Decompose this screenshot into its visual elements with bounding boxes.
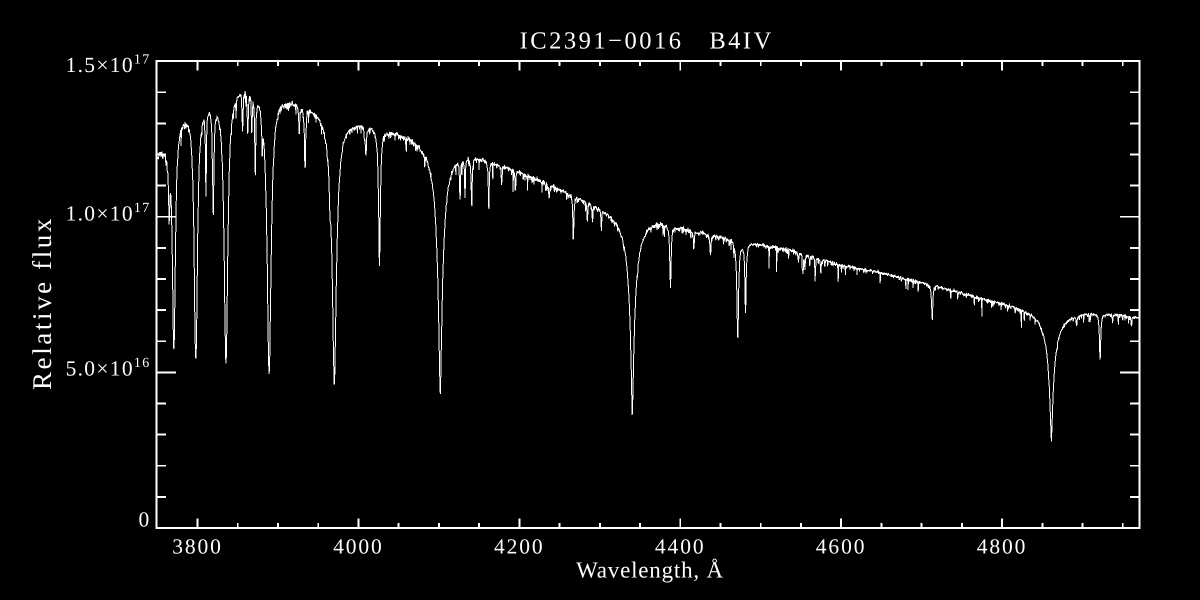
svg-text:IC2391−0016 B4IV: IC2391−0016 B4IV <box>520 28 774 55</box>
svg-text:Relative flux: Relative flux <box>27 216 57 390</box>
svg-text:0: 0 <box>138 508 150 532</box>
svg-text:4000: 4000 <box>333 535 384 559</box>
svg-text:4200: 4200 <box>494 535 545 559</box>
svg-text:Wavelength, Å: Wavelength, Å <box>576 558 724 583</box>
svg-text:3800: 3800 <box>172 535 223 559</box>
svg-text:4800: 4800 <box>977 535 1028 559</box>
svg-text:4600: 4600 <box>816 535 867 559</box>
svg-text:4400: 4400 <box>655 535 706 559</box>
